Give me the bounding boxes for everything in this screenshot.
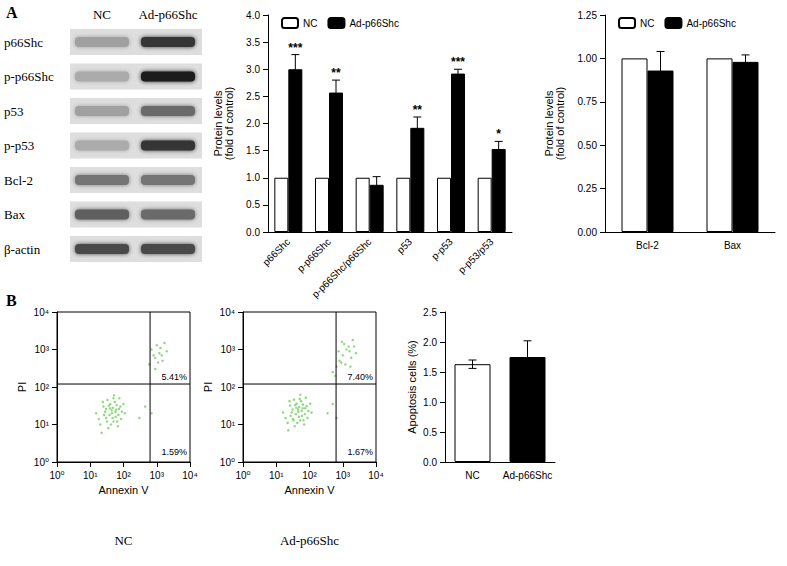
svg-text:Ad-p66Shc: Ad-p66Shc — [503, 470, 552, 481]
svg-text:10¹: 10¹ — [221, 419, 236, 430]
svg-text:10⁴: 10⁴ — [368, 470, 383, 481]
svg-text:10⁰: 10⁰ — [220, 457, 235, 468]
svg-text:NC: NC — [303, 18, 317, 29]
svg-text:10¹: 10¹ — [35, 419, 50, 430]
svg-text:10⁴: 10⁴ — [220, 307, 235, 318]
svg-text:4.0: 4.0 — [246, 10, 260, 21]
svg-text:p-p53: p-p53 — [4, 138, 34, 153]
svg-text:*: * — [496, 127, 501, 141]
svg-text:2.5: 2.5 — [423, 307, 437, 318]
svg-text:p-p66Shc: p-p66Shc — [4, 69, 54, 84]
svg-text:NC: NC — [93, 7, 111, 22]
svg-text:p-p53: p-p53 — [429, 236, 455, 262]
svg-text:1.00: 1.00 — [578, 53, 598, 64]
svg-text:B: B — [6, 292, 17, 309]
svg-text:p53: p53 — [4, 104, 24, 119]
svg-text:Bax: Bax — [4, 207, 25, 222]
svg-text:1.59%: 1.59% — [161, 447, 187, 457]
svg-text:**: ** — [413, 103, 423, 117]
svg-text:β-actin: β-actin — [4, 242, 41, 257]
svg-text:10²: 10² — [221, 382, 236, 393]
svg-text:10²: 10² — [35, 382, 50, 393]
svg-text:0.50: 0.50 — [578, 140, 598, 151]
svg-text:NC: NC — [465, 470, 479, 481]
svg-text:10¹: 10¹ — [83, 470, 98, 481]
svg-text:10³: 10³ — [336, 470, 351, 481]
svg-text:10⁰: 10⁰ — [49, 470, 64, 481]
svg-text:0.25: 0.25 — [578, 183, 598, 194]
svg-text:p-p66Shc: p-p66Shc — [295, 236, 333, 274]
svg-text:Bcl-2: Bcl-2 — [636, 240, 659, 251]
svg-text:Apoptosis cells (%): Apoptosis cells (%) — [406, 340, 418, 434]
svg-text:2.0: 2.0 — [246, 118, 260, 129]
svg-text:Ad-p66Shc: Ad-p66Shc — [138, 7, 197, 22]
svg-text:0.00: 0.00 — [578, 227, 598, 238]
svg-text:p66Shc: p66Shc — [4, 35, 43, 50]
svg-text:PI: PI — [202, 382, 214, 392]
svg-text:Protein levels: Protein levels — [211, 90, 224, 157]
svg-text:10⁴: 10⁴ — [34, 307, 49, 318]
svg-text:NC: NC — [640, 18, 654, 29]
svg-text:1.5: 1.5 — [423, 367, 437, 378]
svg-text:Protein levels: Protein levels — [542, 90, 555, 157]
svg-text:PI: PI — [16, 382, 28, 392]
svg-text:Ad-p66Shc: Ad-p66Shc — [349, 18, 398, 29]
svg-text:Ad-p66Shc: Ad-p66Shc — [280, 533, 339, 548]
svg-text:10³: 10³ — [35, 344, 50, 355]
svg-text:(fold of control): (fold of control) — [554, 87, 566, 160]
svg-text:10²: 10² — [116, 470, 131, 481]
svg-text:***: *** — [288, 41, 302, 55]
svg-text:p53: p53 — [395, 236, 415, 256]
svg-text:0.0: 0.0 — [423, 457, 437, 468]
svg-text:Ad-p66Shc: Ad-p66Shc — [686, 18, 735, 29]
svg-text:Annexin V: Annexin V — [284, 484, 335, 496]
svg-text:***: *** — [451, 55, 465, 69]
svg-text:10⁰: 10⁰ — [34, 457, 49, 468]
svg-text:p66Shc: p66Shc — [260, 236, 292, 268]
svg-text:p-p53/p53: p-p53/p53 — [456, 236, 496, 276]
svg-text:Annexin V: Annexin V — [98, 484, 149, 496]
svg-text:(fold of control): (fold of control) — [223, 87, 235, 160]
svg-text:0.5: 0.5 — [246, 199, 260, 210]
svg-text:NC: NC — [114, 533, 132, 548]
svg-text:0.75: 0.75 — [578, 96, 598, 107]
svg-text:10³: 10³ — [150, 470, 165, 481]
svg-text:5.41%: 5.41% — [161, 372, 187, 382]
svg-text:Bcl-2: Bcl-2 — [4, 173, 33, 188]
svg-text:3.0: 3.0 — [246, 64, 260, 75]
svg-text:10⁴: 10⁴ — [182, 470, 197, 481]
svg-text:3.5: 3.5 — [246, 37, 260, 48]
svg-text:Bax: Bax — [724, 240, 741, 251]
svg-text:1.67%: 1.67% — [347, 447, 373, 457]
svg-text:1.0: 1.0 — [423, 397, 437, 408]
svg-text:10²: 10² — [302, 470, 317, 481]
svg-text:10¹: 10¹ — [269, 470, 284, 481]
svg-text:10³: 10³ — [221, 344, 236, 355]
svg-text:1.5: 1.5 — [246, 145, 260, 156]
svg-text:0.0: 0.0 — [246, 227, 260, 238]
svg-text:0.5: 0.5 — [423, 427, 437, 438]
svg-text:2.5: 2.5 — [246, 91, 260, 102]
svg-text:1.0: 1.0 — [246, 172, 260, 183]
svg-text:2.0: 2.0 — [423, 337, 437, 348]
svg-text:p-p66Shc/p66Shc: p-p66Shc/p66Shc — [310, 236, 374, 300]
svg-text:7.40%: 7.40% — [347, 372, 373, 382]
svg-text:1.25: 1.25 — [578, 10, 598, 21]
svg-text:10⁰: 10⁰ — [235, 470, 250, 481]
svg-text:A: A — [6, 4, 18, 21]
svg-text:**: ** — [331, 66, 341, 80]
